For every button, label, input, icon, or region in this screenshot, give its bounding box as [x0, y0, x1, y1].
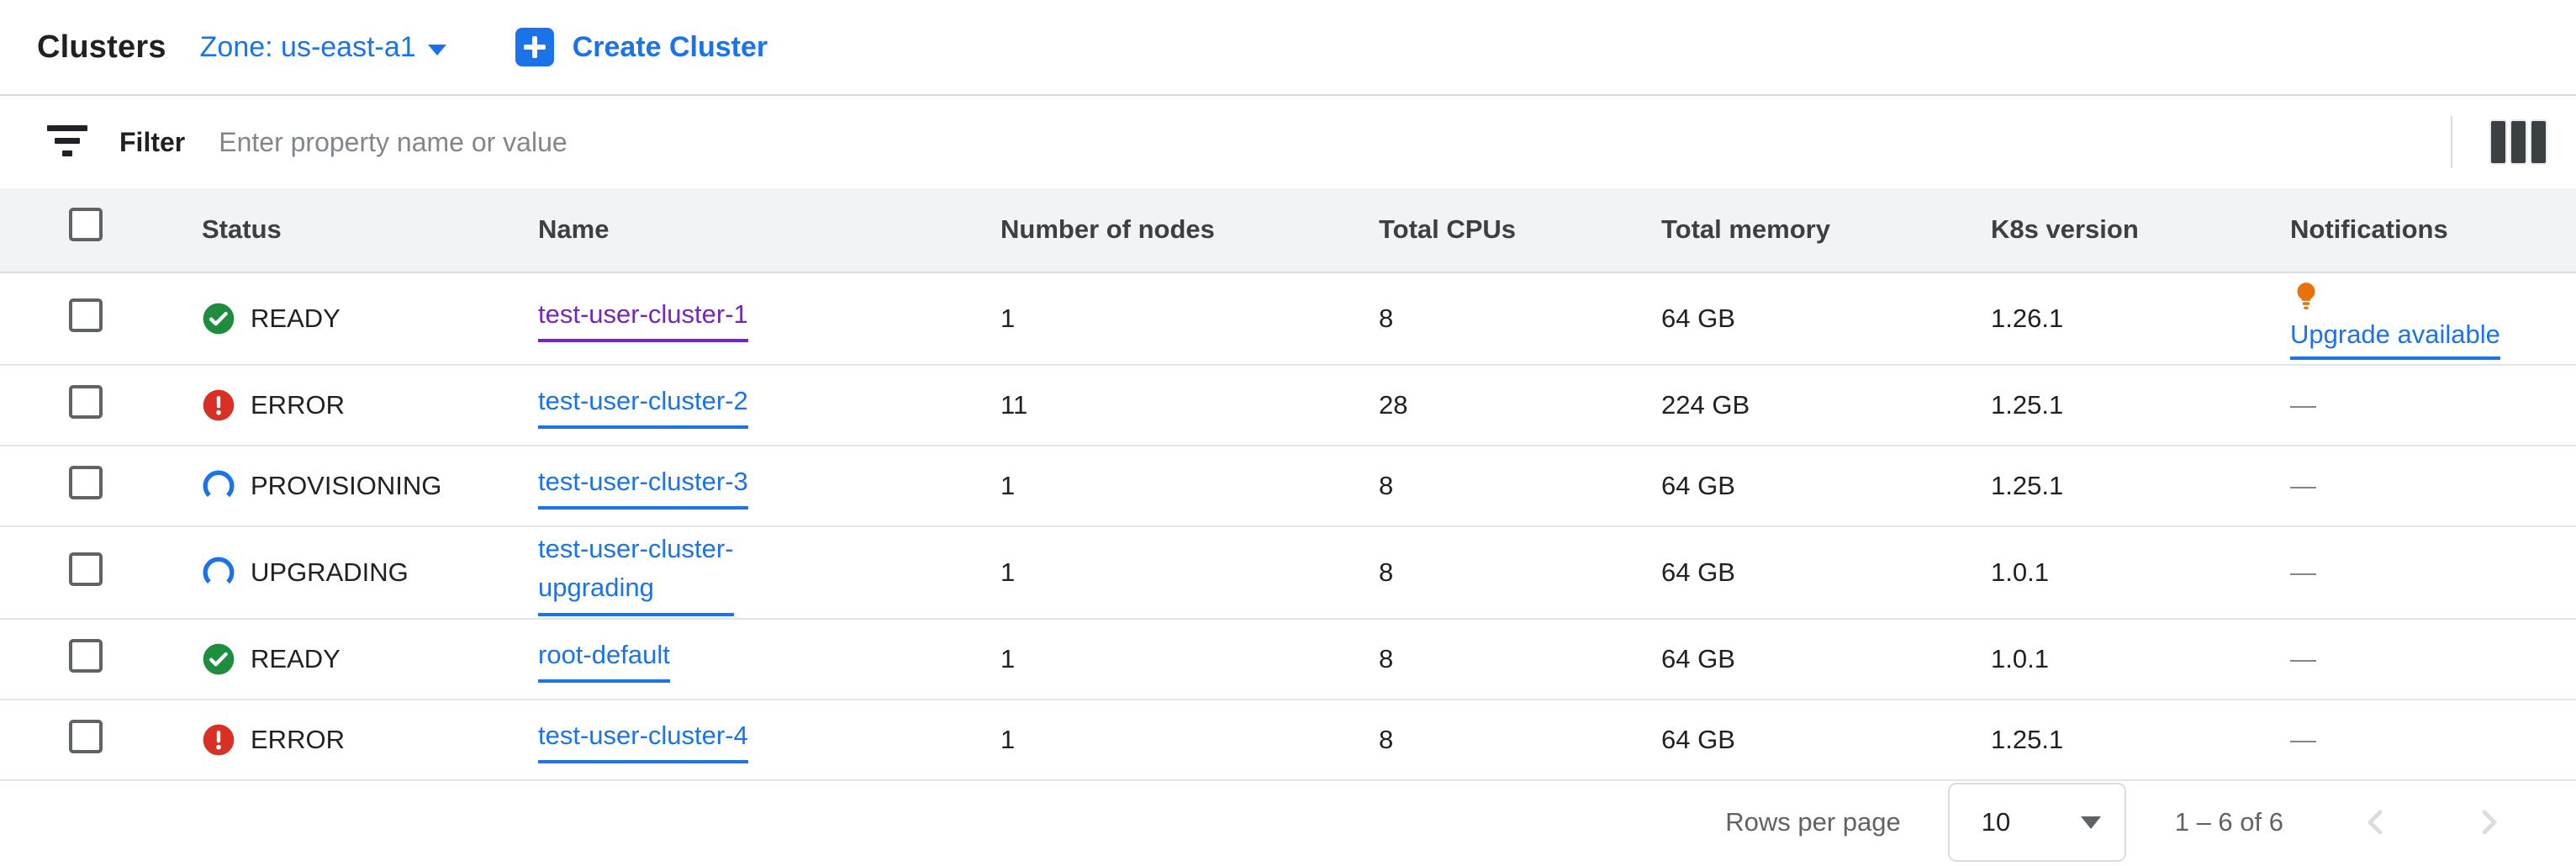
cpus-cell: 8 — [1345, 700, 1628, 781]
nodes-cell: 1 — [967, 526, 1345, 620]
chevron-down-icon — [2080, 816, 2101, 829]
error-circle-icon — [203, 724, 235, 756]
status-label: ERROR — [251, 390, 345, 420]
chevron-left-icon — [2367, 810, 2383, 835]
rows-per-page-select[interactable]: 10 — [1947, 783, 2126, 862]
page-title: Clusters — [37, 29, 166, 65]
memory-cell: 224 GB — [1628, 365, 1957, 446]
no-notification-dash: — — [2290, 471, 2316, 500]
cluster-name-link[interactable]: test-user-cluster-4 — [538, 716, 748, 764]
status-label: READY — [251, 644, 340, 673]
title-bar: Clusters Zone: us-east-a1 Create Cluster — [0, 0, 2576, 96]
filter-bar: Filter — [0, 96, 2576, 188]
upgrade-available-link[interactable]: Upgrade available — [2290, 318, 2500, 360]
column-header-name: Name — [504, 188, 967, 273]
row-checkbox[interactable] — [69, 466, 103, 499]
status-label: ERROR — [251, 725, 345, 754]
k8s-cell: 1.0.1 — [1957, 526, 2257, 620]
column-header-cpus: Total CPUs — [1345, 188, 1628, 273]
cpus-cell: 28 — [1345, 365, 1628, 446]
row-checkbox[interactable] — [69, 385, 103, 419]
add-box-icon — [515, 28, 554, 66]
lightbulb-icon — [2297, 283, 2315, 310]
next-page-button[interactable] — [2468, 802, 2509, 842]
cluster-name-link[interactable]: test-user-cluster-upgrading — [538, 530, 734, 616]
cluster-name-link[interactable]: root-default — [538, 636, 670, 684]
cpus-cell: 8 — [1345, 272, 1628, 366]
memory-cell: 64 GB — [1628, 700, 1957, 781]
pagination-bar: Rows per page 10 1 – 6 of 6 — [0, 781, 2576, 863]
create-cluster-label: Create Cluster — [572, 30, 768, 63]
memory-cell: 64 GB — [1628, 526, 1957, 620]
k8s-cell: 1.25.1 — [1957, 446, 2257, 527]
filter-label: Filter — [119, 126, 186, 157]
status-label: PROVISIONING — [251, 471, 442, 500]
row-checkbox[interactable] — [69, 298, 103, 332]
no-notification-dash: — — [2290, 644, 2316, 673]
no-notification-dash: — — [2290, 557, 2316, 587]
column-header-status: Status — [168, 188, 504, 273]
column-display-options-button[interactable] — [2486, 116, 2551, 168]
zone-selector-label: Zone: us-east-a1 — [199, 30, 416, 63]
check-circle-icon — [202, 642, 235, 676]
columns-icon — [2491, 121, 2505, 163]
row-checkbox[interactable] — [69, 552, 103, 586]
vertical-divider — [2451, 116, 2452, 168]
status-label: UPGRADING — [251, 557, 409, 587]
spinner-icon — [202, 556, 235, 589]
nodes-cell: 1 — [967, 446, 1345, 527]
column-header-nodes: Number of nodes — [967, 188, 1345, 273]
table-row: ERROR test-user-cluster-4 1 8 64 GB 1.25… — [0, 700, 2576, 781]
row-checkbox[interactable] — [69, 720, 103, 753]
column-header-k8s: K8s version — [1957, 188, 2257, 273]
select-all-checkbox[interactable] — [69, 208, 103, 242]
filter-icon — [47, 125, 87, 159]
rows-per-page-label: Rows per page — [1725, 807, 1901, 837]
k8s-cell: 1.25.1 — [1957, 365, 2257, 446]
table-row: READY test-user-cluster-1 1 8 64 GB 1.26… — [0, 272, 2576, 366]
table-header-row: Status Name Number of nodes Total CPUs T… — [0, 188, 2576, 273]
chevron-right-icon — [2482, 810, 2497, 835]
k8s-cell: 1.26.1 — [1957, 272, 2257, 366]
cpus-cell: 8 — [1345, 446, 1628, 527]
error-circle-icon — [203, 389, 235, 421]
rows-per-page-value: 10 — [1981, 807, 2011, 837]
create-cluster-button[interactable]: Create Cluster — [515, 28, 768, 66]
nodes-cell: 1 — [967, 619, 1345, 700]
page-range-text: 1 – 6 of 6 — [2174, 807, 2283, 837]
clusters-table: Status Name Number of nodes Total CPUs T… — [0, 188, 2576, 781]
no-notification-dash: — — [2290, 725, 2316, 754]
cpus-cell: 8 — [1345, 526, 1628, 620]
memory-cell: 64 GB — [1628, 619, 1957, 700]
cpus-cell: 8 — [1345, 619, 1628, 700]
table-row: ERROR test-user-cluster-2 11 28 224 GB 1… — [0, 365, 2576, 446]
cluster-name-link[interactable]: test-user-cluster-3 — [538, 462, 748, 510]
status-label: READY — [251, 304, 340, 333]
row-checkbox[interactable] — [69, 639, 103, 673]
nodes-cell: 1 — [967, 272, 1345, 366]
chevron-down-icon — [427, 44, 446, 55]
zone-selector[interactable]: Zone: us-east-a1 — [200, 31, 446, 64]
spinner-icon — [202, 469, 235, 503]
memory-cell: 64 GB — [1628, 446, 1957, 527]
cluster-name-link[interactable]: test-user-cluster-2 — [538, 382, 748, 430]
table-row: PROVISIONING test-user-cluster-3 1 8 64 … — [0, 446, 2576, 527]
filter-input[interactable] — [219, 126, 2451, 158]
k8s-cell: 1.25.1 — [1957, 700, 2257, 781]
k8s-cell: 1.0.1 — [1957, 619, 2257, 700]
column-header-notifications: Notifications — [2257, 188, 2576, 273]
nodes-cell: 11 — [967, 365, 1345, 446]
check-circle-icon — [202, 302, 235, 335]
column-header-memory: Total memory — [1628, 188, 1957, 273]
table-row: UPGRADING test-user-cluster-upgrading 1 … — [0, 526, 2576, 620]
cluster-name-link[interactable]: test-user-cluster-1 — [538, 295, 748, 343]
no-notification-dash: — — [2290, 390, 2316, 420]
table-row: READY root-default 1 8 64 GB 1.0.1 — — [0, 619, 2576, 700]
memory-cell: 64 GB — [1628, 272, 1957, 366]
previous-page-button[interactable] — [2356, 802, 2396, 842]
nodes-cell: 1 — [967, 700, 1345, 781]
